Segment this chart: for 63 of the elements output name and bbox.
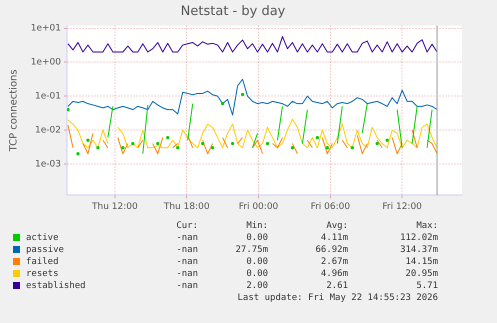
x-tick-label: Fri 06:00 [310,202,350,212]
chart-title: Netstat - by day [180,4,286,20]
text: Max: [415,220,438,232]
point [176,146,180,150]
text: 0.00 [245,268,268,280]
y-axis-title: TCP connections [8,69,20,152]
text: -nan [175,268,198,280]
point [376,142,379,146]
text: 4.11m [320,232,348,244]
point [240,92,244,96]
point [121,146,124,150]
point [156,142,160,146]
text: 2.61 [325,280,348,292]
point [166,136,170,140]
point [230,142,234,146]
text: Last update: Fri May 22 14:55:23 2026 [236,292,438,304]
legend-label: failed [25,256,60,268]
legend-label: resets [25,268,60,280]
text: 27.75m [234,244,268,256]
y-tick-label: 1e+01 [30,24,61,34]
y-tick-label: 1e+00 [30,58,62,68]
text: 112.02m [399,232,438,244]
point [326,146,329,150]
text: -nan [175,256,198,268]
text: 314.37m [399,244,438,256]
point [67,108,70,112]
x-tick-label: Fri 00:00 [238,202,279,212]
legend-label: established [25,280,87,292]
text: 5.71 [415,280,438,292]
point [201,142,204,146]
text: -nan [175,232,198,244]
point [350,146,354,150]
text: 14.15m [404,256,438,268]
point [386,138,389,142]
point [211,146,214,150]
point [131,142,134,146]
text: Min: [245,220,268,232]
text: -nan [175,244,198,256]
point [96,146,100,150]
point [86,138,90,142]
text: 0.00 [245,232,268,244]
text: Avg: [325,220,348,232]
text: 0.00 [245,256,268,268]
legend-label: active [25,232,60,244]
point [290,146,294,150]
point [76,152,80,156]
text: 4.96m [320,268,348,280]
text: -nan [175,280,198,292]
text: 2.00 [245,280,268,292]
legend-label: passive [25,244,65,256]
point [266,142,270,146]
point [316,136,319,140]
text: Cur: [175,220,198,232]
y-tick-label: 1e-02 [35,125,61,136]
y-tick-label: 1e-03 [35,159,61,170]
point [221,102,224,106]
y-tick-label: 1e-01 [35,91,61,102]
x-tick-label: Fri 12:00 [382,202,422,212]
x-tick-label: Thu 18:00 [162,202,210,212]
text: 2.67m [320,256,348,268]
text: 66.92m [314,244,348,256]
x-tick-label: Thu 12:00 [91,202,138,212]
text: 20.95m [404,268,438,280]
